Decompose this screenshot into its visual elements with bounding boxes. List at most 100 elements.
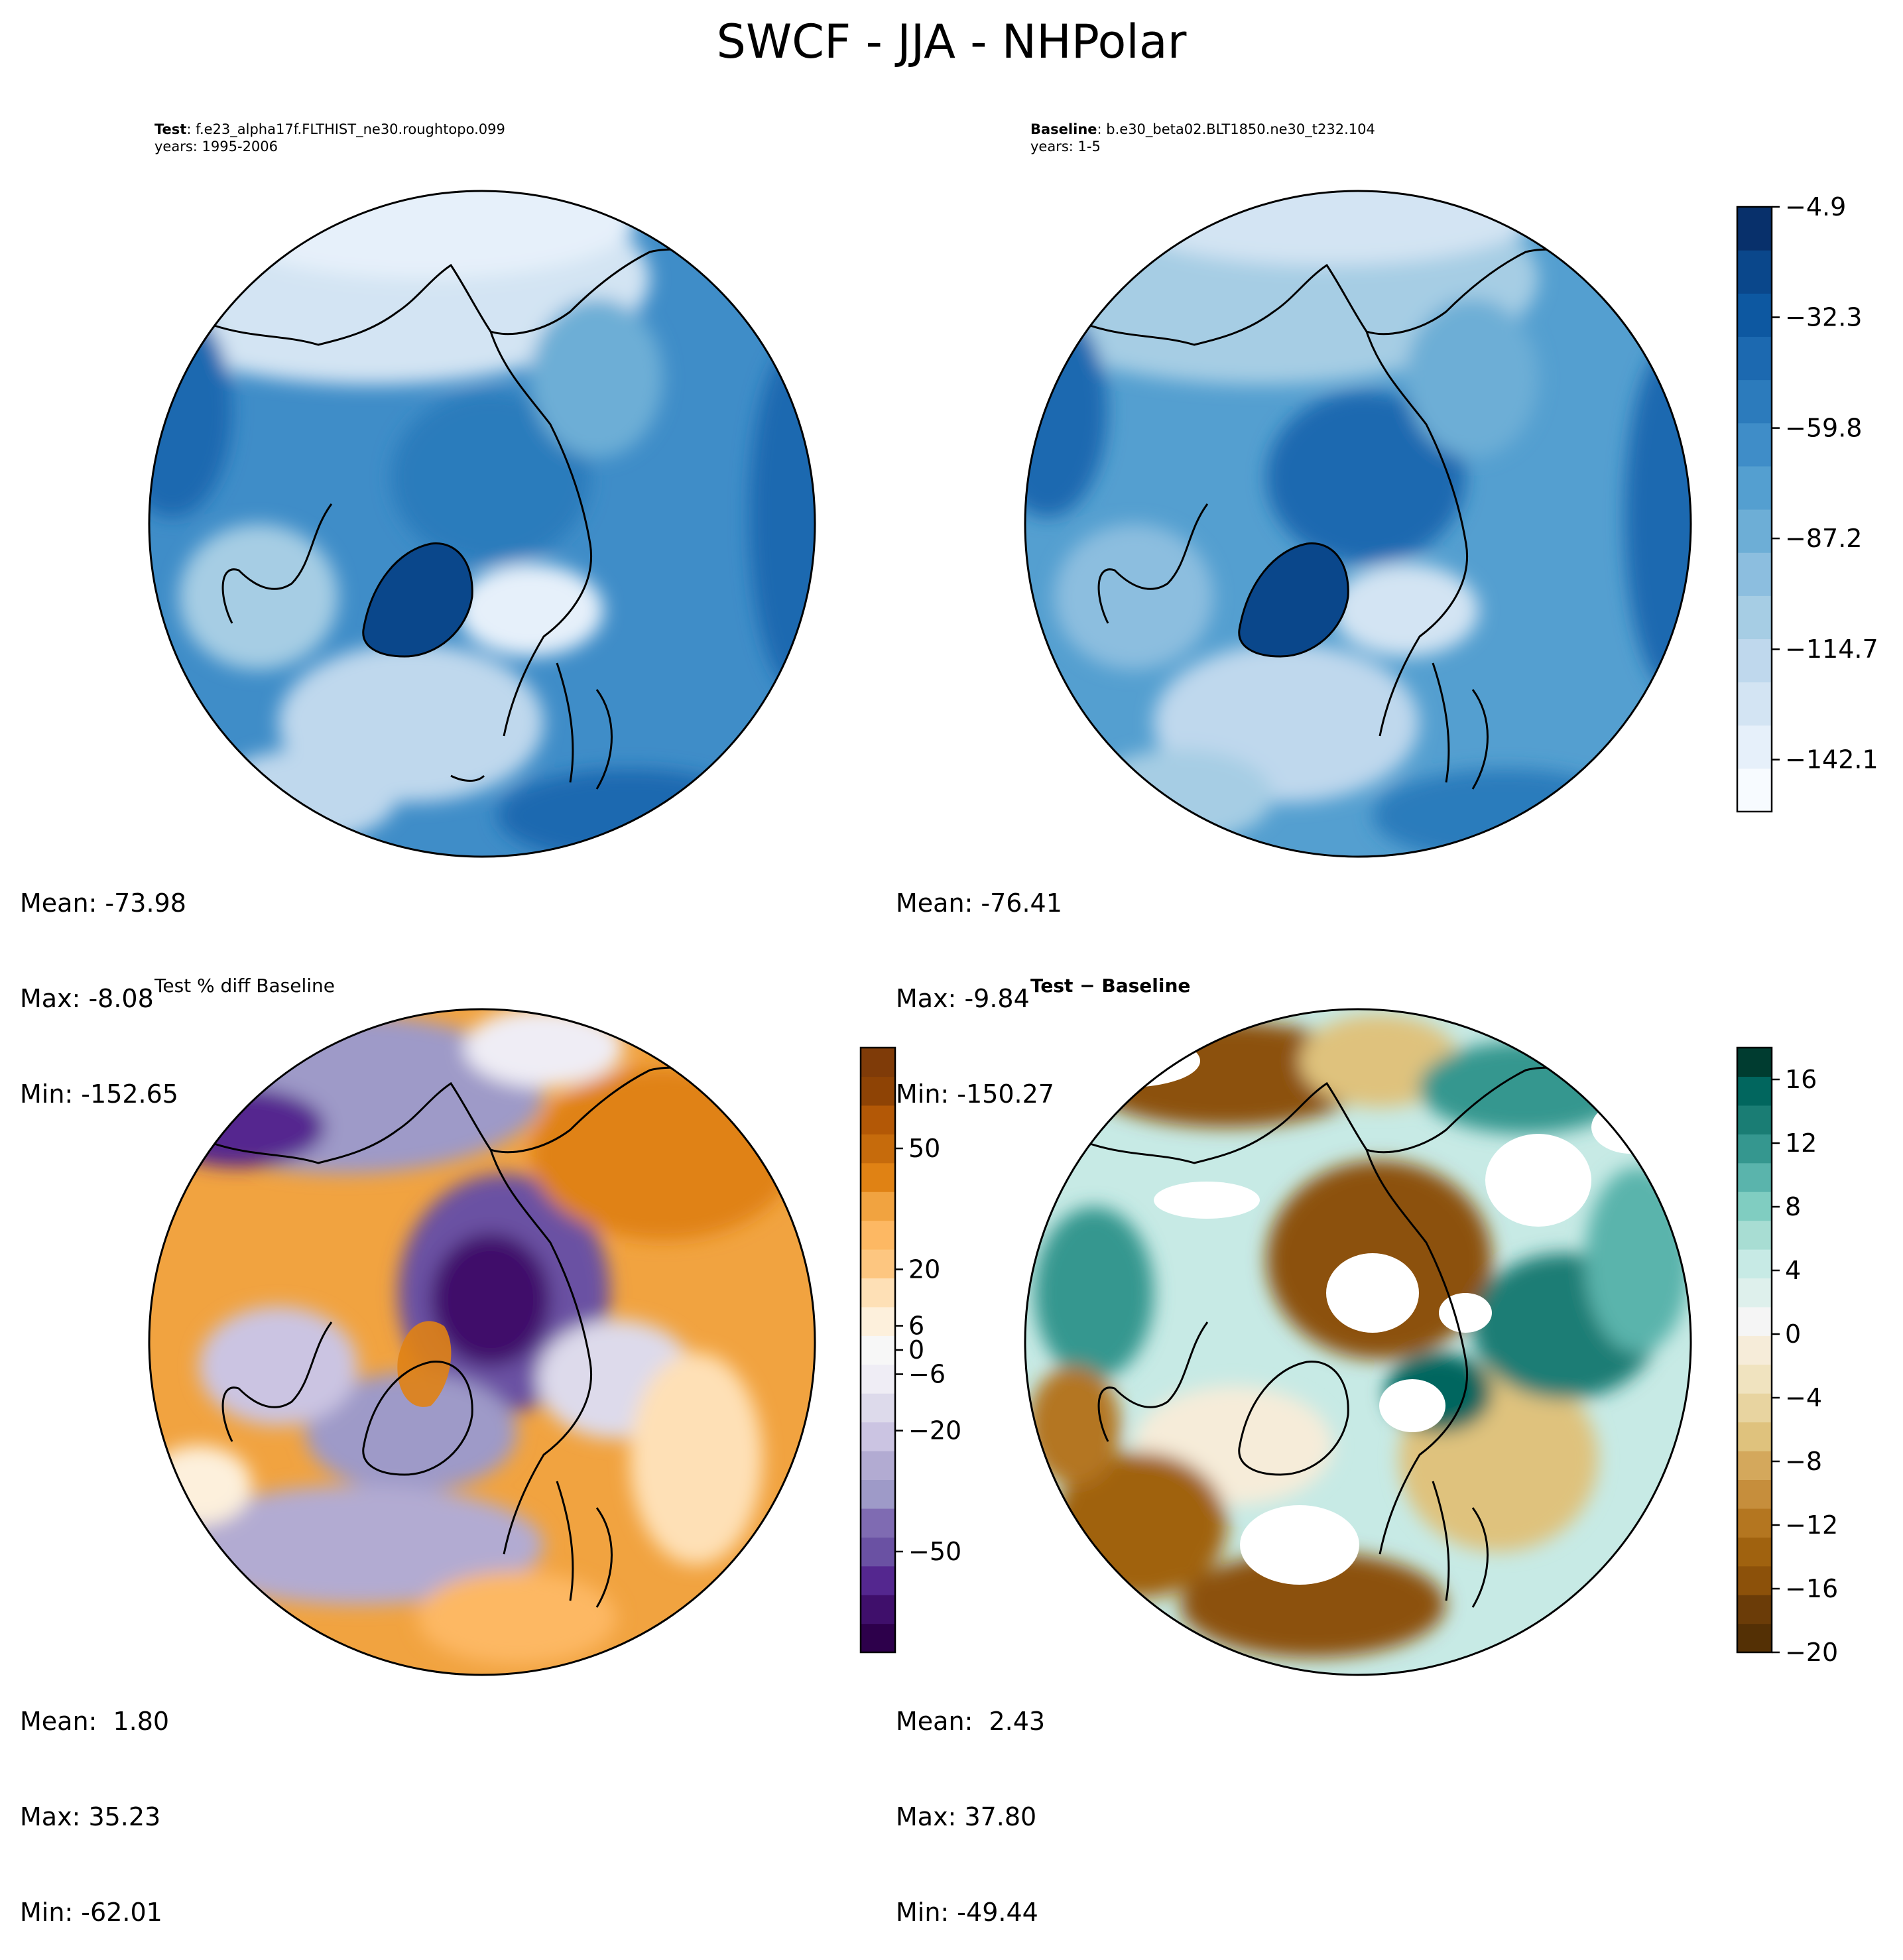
pct-diff-stats: Mean: 1.80 Max: 35.23 Min: -62.01 <box>20 1642 169 1960</box>
colorbar-diff-tick-label: −16 <box>1785 1574 1838 1603</box>
colorbar-pct-color-step <box>861 1162 895 1192</box>
test-mean: Mean: -73.98 <box>20 888 186 918</box>
diff-map <box>1024 1008 1692 1676</box>
colorbar-diff-color-step <box>1737 1508 1772 1538</box>
colorbar-diff-tick-label: 0 <box>1785 1319 1801 1349</box>
colorbar-top-tick-label: −142.1 <box>1785 745 1878 774</box>
colorbar-diff: 16 12 8 4 0 −4 −8 −12 −16 −20 <box>1736 1046 1838 1667</box>
colorbar-top-color-step <box>1737 207 1772 251</box>
colorbar-pct-color-step <box>861 1048 895 1077</box>
test-panel-title: Test: f.e23_alpha17f.FLTHIST_ne30.rought… <box>154 121 505 155</box>
test-label-rest: : f.e23_alpha17f.FLTHIST_ne30.roughtopo.… <box>186 121 505 137</box>
colorbar-top-color-step <box>1737 725 1772 769</box>
colorbar-diff-color-step <box>1737 1565 1772 1595</box>
baseline-mean: Mean: -76.41 <box>896 888 1062 918</box>
colorbar-diff-color-step <box>1737 1306 1772 1336</box>
test-label-bold: Test <box>154 121 187 137</box>
colorbar-diff-tick-label: 4 <box>1785 1256 1801 1285</box>
colorbar-diff-color-step <box>1737 1451 1772 1481</box>
colorbar-top-color-step <box>1737 293 1772 337</box>
colorbar-top-tick-label: −4.9 <box>1785 192 1846 221</box>
test-stats: Mean: -73.98 Max: -8.08 Min: -152.65 <box>20 824 186 1142</box>
figure-title: SWCF - JJA - NHPolar <box>716 15 1187 69</box>
colorbar-pct-tick-label: 20 <box>908 1255 940 1284</box>
colorbar-top-color-step <box>1737 768 1772 812</box>
colorbar-pct-color-step <box>861 1134 895 1164</box>
colorbar-diff-color-step <box>1737 1393 1772 1423</box>
colorbar-diff-color-step <box>1737 1335 1772 1365</box>
colorbar-diff-tick-label: −8 <box>1785 1447 1822 1476</box>
colorbar-diff-color-step <box>1737 1220 1772 1250</box>
colorbar-pct-color-step <box>861 1451 895 1481</box>
colorbar-pct-color-step <box>861 1076 895 1106</box>
baseline-label-rest: : b.e30_beta02.BLT1850.ne30_t232.104 <box>1097 121 1375 137</box>
colorbar-pct-color-step <box>861 1422 895 1451</box>
pct-diff-map <box>148 1008 816 1676</box>
baseline-years: years: 1-5 <box>1030 139 1101 154</box>
colorbar-diff-tick-label: −4 <box>1785 1383 1822 1412</box>
colorbar-pct-tick-label: 50 <box>908 1134 940 1163</box>
colorbar-diff-color-step <box>1737 1623 1772 1653</box>
baseline-panel-title: Baseline: b.e30_beta02.BLT1850.ne30_t232… <box>1030 121 1375 155</box>
test-years: years: 1995-2006 <box>154 139 278 154</box>
colorbar-top-color-step <box>1737 379 1772 424</box>
test-max: Max: -8.08 <box>20 984 154 1013</box>
colorbar-pct-diff: 50 20 60−6 −20 −50 <box>859 1046 961 1654</box>
colorbar-pct-color-step <box>861 1249 895 1279</box>
colorbar-diff-tick-label: 12 <box>1785 1129 1817 1158</box>
colorbar-pct-color-step <box>861 1105 895 1134</box>
colorbar-diff-color-step <box>1737 1192 1772 1221</box>
colorbar-pct-tick-label: −6 <box>908 1359 946 1388</box>
colorbar-pct-color-step <box>861 1306 895 1336</box>
baseline-stats: Mean: -76.41 Max: -9.84 Min: -150.27 <box>896 824 1062 1142</box>
diff-mean: Mean: 2.43 <box>896 1707 1046 1736</box>
colorbar-top-tick-label: −87.2 <box>1785 524 1862 553</box>
baseline-max: Max: -9.84 <box>896 984 1030 1013</box>
colorbar-diff-color-step <box>1737 1364 1772 1394</box>
colorbar-diff-color-step <box>1737 1479 1772 1509</box>
colorbar-pct-color-step <box>861 1479 895 1509</box>
colorbar-diff-color-step <box>1737 1249 1772 1279</box>
pct-diff-panel-title: Test % diff Baseline <box>154 975 336 997</box>
colorbar-top-color-step <box>1737 465 1772 510</box>
colorbar-pct-color-step <box>861 1192 895 1221</box>
colorbar-top-tick-label: −32.3 <box>1785 302 1862 332</box>
test-min: Min: -152.65 <box>20 1079 178 1109</box>
colorbar-top-color-step <box>1737 422 1772 467</box>
diff-min: Min: -49.44 <box>896 1898 1038 1927</box>
colorbar-top-color-step <box>1737 682 1772 726</box>
colorbar-pct-color-step <box>861 1278 895 1308</box>
colorbar-top-color-step <box>1737 509 1772 553</box>
colorbar-top-tick-label: −114.7 <box>1785 635 1878 664</box>
colorbar-pct-tick-label: 0 <box>908 1335 924 1365</box>
colorbar-top-frame <box>1736 206 1773 813</box>
baseline-label-bold: Baseline <box>1030 121 1097 137</box>
baseline-min: Min: -150.27 <box>896 1079 1054 1109</box>
colorbar-pct-tick-label: −50 <box>908 1537 961 1566</box>
colorbar-diff-tick-label: −20 <box>1785 1638 1838 1667</box>
colorbar-diff-tick-label: 16 <box>1785 1065 1817 1094</box>
pct-diff-mean: Mean: 1.80 <box>20 1707 170 1736</box>
colorbar-pct-color-step <box>861 1508 895 1538</box>
colorbar-diff-color-step <box>1737 1278 1772 1308</box>
colorbar-diff-color-step <box>1737 1105 1772 1134</box>
colorbar-diff-color-step <box>1737 1162 1772 1192</box>
diff-max: Max: 37.80 <box>896 1802 1037 1831</box>
colorbar-pct-color-step <box>861 1364 895 1394</box>
colorbar-diff-color-step <box>1737 1048 1772 1077</box>
baseline-map <box>1024 190 1692 858</box>
colorbar-diff-tick-label: −12 <box>1785 1510 1838 1540</box>
colorbar-pct-tick-label: −20 <box>908 1416 961 1445</box>
colorbar-pct-color-step <box>861 1335 895 1365</box>
colorbar-diff-frame <box>1736 1046 1773 1654</box>
pct-diff-max: Max: 35.23 <box>20 1802 161 1831</box>
colorbar-diff-tick-label: 8 <box>1785 1192 1801 1221</box>
colorbar-diff-color-step <box>1737 1134 1772 1164</box>
colorbar-top-color-step <box>1737 639 1772 683</box>
colorbar-pct-color-step <box>861 1537 895 1567</box>
colorbar-top-tick-label: −59.8 <box>1785 414 1862 443</box>
colorbar-pct-color-step <box>861 1393 895 1423</box>
pct-diff-min: Min: -62.01 <box>20 1898 162 1927</box>
diff-panel-title: Test − Baseline <box>1030 975 1191 997</box>
colorbar-diff-color-step <box>1737 1422 1772 1451</box>
